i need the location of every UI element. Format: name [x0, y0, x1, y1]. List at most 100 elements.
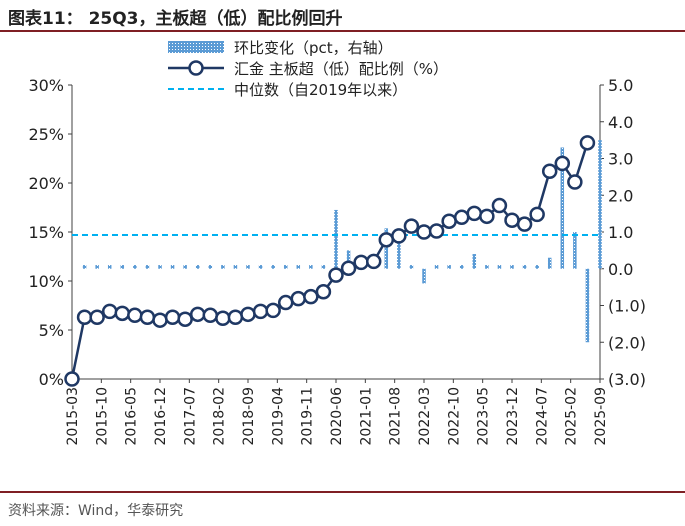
line-point	[529, 206, 545, 223]
line-point	[340, 260, 357, 277]
right-tick-label: 4.0	[608, 113, 633, 132]
bar	[472, 254, 477, 269]
line-point	[139, 309, 156, 326]
bar	[296, 265, 301, 269]
bar	[271, 265, 275, 269]
bar	[321, 265, 326, 269]
line-point	[89, 309, 105, 326]
line-point	[76, 309, 93, 326]
line-point	[491, 197, 508, 214]
line-point	[378, 232, 395, 248]
chart-svg: 0% 5% 10% 15% 20% 25% 30% (3.0) (2.0) (1.0) 0.0 1.0…	[28, 39, 646, 446]
line-point	[579, 135, 596, 151]
line-point	[453, 209, 470, 226]
line-point	[328, 267, 344, 283]
right-tick-label: (2.0)	[608, 333, 646, 352]
left-tick-label: 20%	[28, 174, 64, 193]
bar	[585, 268, 590, 343]
line-point	[64, 371, 80, 387]
left-tick-label: 5%	[39, 321, 64, 340]
bar	[535, 265, 539, 269]
bar	[547, 257, 552, 269]
x-tick-label: 2017-07	[182, 387, 198, 446]
right-tick-label: 2.0	[608, 186, 633, 205]
x-tick-label: 2020-06	[329, 387, 345, 446]
left-tick-label: 25%	[28, 125, 64, 144]
x-tick-label: 2021-08	[388, 387, 404, 446]
line-point	[240, 306, 256, 323]
x-tick-label: 2021-01	[358, 387, 374, 446]
bar	[95, 265, 99, 269]
bar	[82, 265, 87, 269]
bar	[309, 265, 313, 269]
bar	[133, 265, 137, 269]
line-point	[215, 310, 231, 326]
line-point	[403, 218, 420, 234]
right-tick-label: (3.0)	[608, 370, 646, 389]
x-tick-label: 2025-09	[593, 387, 609, 446]
bar	[170, 265, 175, 269]
line-point	[127, 307, 143, 324]
bar	[183, 265, 187, 269]
right-tick-label: 3.0	[608, 150, 633, 169]
x-tick-label: 2015-10	[94, 387, 110, 446]
line-point	[516, 216, 533, 232]
bar	[120, 265, 125, 269]
line-path	[70, 142, 589, 380]
line-point	[277, 294, 294, 311]
line-point	[265, 302, 281, 319]
line-point	[567, 174, 583, 190]
x-tick-label: 2023-05	[476, 387, 492, 446]
line-point	[252, 303, 269, 320]
bar	[107, 265, 112, 269]
line-point	[202, 307, 219, 324]
line-point	[164, 309, 181, 326]
left-tick-label: 30%	[28, 76, 64, 95]
bar	[422, 268, 426, 284]
source-note: 资料来源：Wind，华泰研究	[8, 503, 184, 519]
bar	[459, 265, 464, 269]
line-point	[365, 253, 382, 270]
line-point	[416, 224, 432, 240]
bar	[283, 265, 288, 269]
right-tick-label: 5.0	[608, 76, 633, 95]
bar	[158, 265, 162, 269]
bar	[447, 265, 451, 269]
line-point	[479, 208, 495, 225]
axes-layer	[68, 84, 604, 383]
legend-swatch-bar	[168, 41, 224, 53]
right-tick-label: 1.0	[608, 223, 633, 242]
bar	[598, 140, 602, 269]
left-tick-label: 15%	[28, 223, 64, 242]
bar	[221, 265, 225, 269]
bar	[233, 265, 238, 269]
footer-divider	[0, 491, 685, 493]
tick-labels: 0% 5% 10% 15% 20% 25% 30% (3.0) (2.0) (1.0) 0.0 1.0…	[28, 76, 646, 446]
right-tick-label: 0.0	[608, 260, 633, 279]
line-point	[504, 212, 520, 228]
x-tick-label: 2016-12	[153, 387, 169, 446]
x-tick-label: 2024-07	[534, 387, 550, 446]
bar	[522, 265, 527, 269]
bar	[258, 265, 263, 269]
line-point	[441, 213, 457, 229]
legend: 环比变化（pct，右轴） 汇金 主板超（低）配比例（%） 中位数（自2019年以来）	[168, 39, 448, 99]
bar	[510, 265, 514, 269]
title-divider	[0, 30, 685, 32]
bar	[346, 250, 351, 269]
line-point	[303, 288, 319, 305]
line-point	[391, 228, 407, 244]
line-point	[554, 155, 571, 172]
line-point	[101, 303, 118, 320]
line-point	[353, 254, 369, 271]
x-tick-label: 2018-02	[212, 387, 228, 446]
x-tick-label: 2023-12	[505, 387, 521, 446]
line-point	[227, 309, 244, 326]
legend-label: 汇金 主板超（低）配比例（%）	[234, 60, 448, 78]
bar	[497, 265, 502, 269]
x-tick-label: 2022-10	[446, 387, 462, 446]
line-point	[428, 223, 445, 239]
bar	[246, 265, 250, 269]
x-tick-label: 2025-02	[564, 387, 580, 446]
line-point	[541, 163, 558, 179]
